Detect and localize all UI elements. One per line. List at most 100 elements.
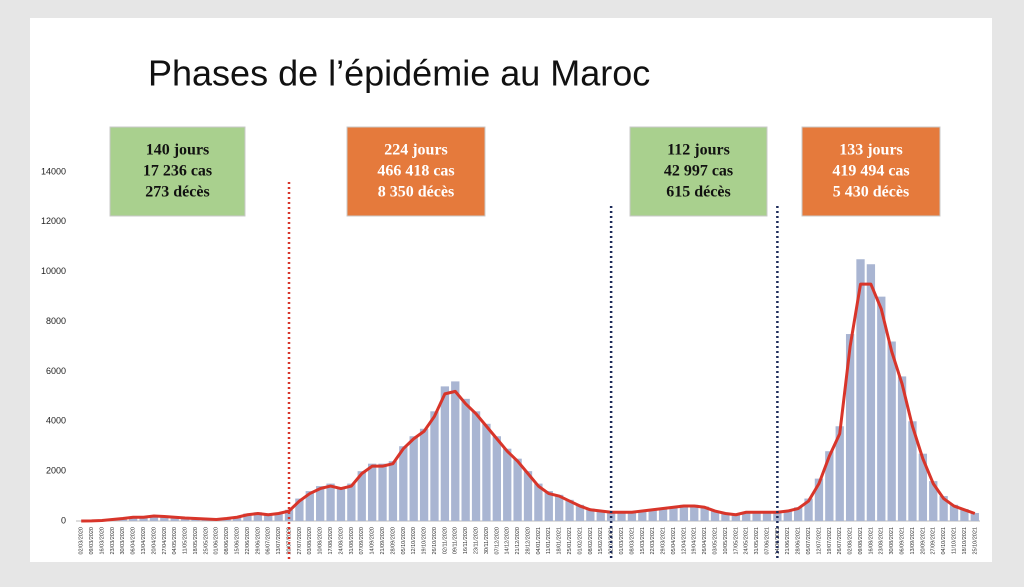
bar [700, 506, 709, 521]
x-tick-label: 20/09/2021 [920, 527, 926, 555]
x-tick-label: 31/05/2021 [754, 527, 760, 555]
y-tick-label: 14000 [41, 166, 66, 176]
x-tick-label: 29/03/2021 [661, 527, 667, 555]
bar [856, 259, 865, 521]
bar [575, 504, 585, 521]
bar [440, 386, 450, 521]
bar [897, 376, 907, 521]
phase-text: 466 418 cas [377, 163, 454, 180]
x-tick-label: 01/06/2020 [214, 527, 220, 555]
x-tick-label: 04/05/2020 [172, 527, 178, 555]
x-tick-label: 23/11/2020 [473, 527, 479, 554]
bar [638, 510, 647, 521]
x-tick-label: 16/03/2020 [99, 527, 105, 555]
phase-box [629, 126, 768, 217]
bar [170, 517, 179, 521]
x-tick-label: 13/09/2021 [910, 527, 916, 555]
phase-text: 224 jours [384, 142, 448, 159]
bar [887, 341, 896, 521]
x-tick-label: 15/02/2021 [598, 527, 604, 555]
x-tick-label: 14/12/2020 [505, 527, 511, 555]
x-tick-label: 19/07/2021 [827, 527, 833, 555]
x-tick-label: 04/10/2021 [941, 527, 947, 555]
phase-box [109, 126, 246, 217]
x-tick-label: 21/12/2020 [515, 527, 521, 555]
x-tick-label: 25/10/2021 [972, 527, 978, 555]
x-tick-label: 09/08/2021 [858, 527, 864, 555]
x-tick-label: 27/07/2020 [297, 527, 303, 555]
bar [742, 511, 751, 521]
phase-box [801, 126, 941, 217]
bar [544, 491, 553, 521]
x-tick-label: 21/06/2021 [785, 527, 791, 555]
x-tick-label: 06/07/2020 [266, 527, 272, 555]
bar [866, 264, 876, 521]
x-tick-label: 22/03/2021 [650, 527, 656, 555]
phase-text: 112 jours [667, 142, 730, 159]
bar [658, 507, 668, 521]
y-tick-label: 10000 [41, 266, 66, 276]
trend-line [81, 282, 976, 523]
x-tick-label: 27/09/2021 [931, 527, 937, 555]
bar [284, 509, 294, 521]
bar [970, 513, 979, 521]
bar [679, 504, 689, 521]
bar [752, 511, 761, 521]
bar [960, 509, 969, 521]
bar [762, 511, 772, 521]
x-tick-label: 31/08/2020 [349, 527, 355, 555]
bar [690, 504, 699, 521]
x-tick-label: 20/04/2020 [151, 527, 157, 555]
x-tick-label: 18/10/2021 [962, 527, 968, 555]
bar [419, 428, 429, 521]
chart-title: Phases de l’épidémie au Maroc [148, 53, 650, 94]
x-tick-label: 04/01/2021 [536, 527, 542, 555]
x-tick-label: 23/03/2020 [110, 527, 116, 555]
bar [326, 483, 335, 521]
x-tick-label: 13/04/2020 [141, 527, 147, 555]
y-tick-label: 6000 [46, 366, 66, 376]
x-tick-label: 06/09/2021 [900, 527, 906, 555]
x-tick-label: 06/04/2020 [131, 527, 137, 555]
bar [492, 436, 501, 521]
bar [274, 513, 283, 521]
phase-text: 8 350 décès [378, 184, 454, 201]
bar [295, 498, 304, 521]
x-tick-label: 12/04/2021 [681, 527, 687, 555]
y-tick-label: 4000 [46, 416, 66, 426]
x-tick-label: 10/05/2021 [723, 527, 729, 555]
x-tick-label: 16/08/2021 [868, 527, 874, 555]
bar [513, 458, 522, 521]
y-tick-label: 12000 [41, 216, 66, 226]
bar [357, 471, 366, 521]
x-tick-label: 08/06/2020 [224, 527, 230, 555]
bar [471, 411, 481, 521]
bar [929, 481, 938, 521]
x-tick-label: 07/06/2021 [764, 527, 770, 555]
bar [316, 486, 325, 521]
x-tick-label: 29/06/2020 [255, 527, 261, 555]
x-tick-label: 20/07/2020 [286, 527, 292, 555]
y-tick-label: 2000 [46, 466, 66, 476]
x-tick-label: 08/03/2021 [629, 527, 635, 555]
x-tick-label: 05/10/2020 [401, 527, 407, 555]
x-tick-label: 11/05/2020 [183, 527, 189, 554]
bar [253, 512, 262, 521]
bar [305, 491, 314, 521]
phase-text: 133 jours [839, 142, 903, 159]
x-tick-label: 14/09/2020 [370, 527, 376, 555]
x-tick-label: 26/07/2021 [837, 527, 843, 555]
x-tick-label: 01/02/2021 [577, 527, 583, 555]
bar [731, 514, 740, 521]
bar [264, 514, 273, 521]
bar [503, 448, 512, 521]
x-tick-label: 17/05/2021 [733, 527, 739, 555]
bar [669, 506, 678, 521]
x-tick-label: 21/09/2020 [380, 527, 386, 555]
y-tick-label: 0 [61, 515, 66, 525]
bar [482, 423, 491, 521]
x-tick-label: 22/02/2021 [609, 527, 615, 555]
x-tick-label: 22/06/2020 [245, 527, 251, 555]
bar [918, 453, 928, 521]
bar [710, 510, 720, 521]
